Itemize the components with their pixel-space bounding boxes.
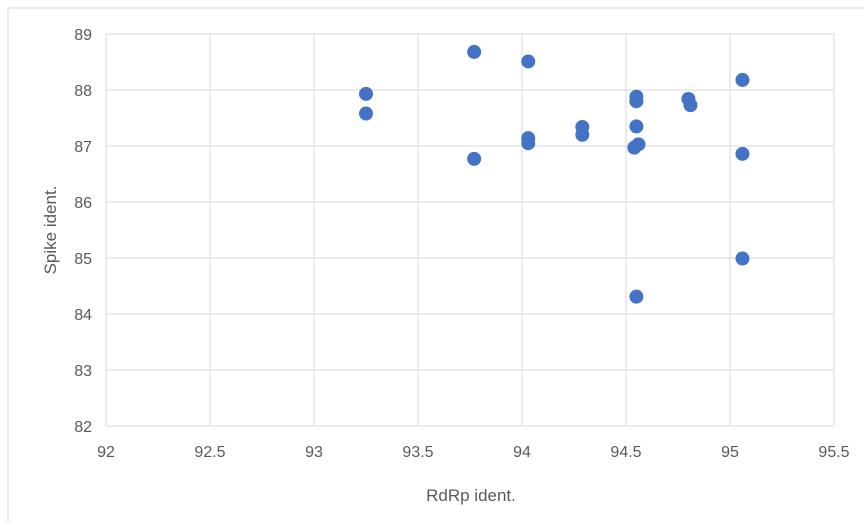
- data-point: [467, 44, 482, 59]
- y-tick-label: 88: [74, 83, 92, 100]
- data-point: [521, 54, 536, 69]
- y-tick-label: 86: [74, 195, 92, 212]
- y-axis-title: Spike ident.: [41, 186, 60, 275]
- gridlines: [105, 33, 835, 427]
- x-axis-title: RdRp ident.: [426, 486, 516, 505]
- x-tick-label: 95: [721, 444, 739, 461]
- y-tick-label: 84: [74, 307, 92, 324]
- data-point: [629, 94, 644, 109]
- data-point: [735, 72, 750, 87]
- data-point: [735, 146, 750, 161]
- y-tick-label: 83: [74, 363, 92, 380]
- data-point: [359, 86, 373, 101]
- data-point: [521, 136, 536, 151]
- data-point: [575, 127, 590, 142]
- data-point: [629, 289, 644, 304]
- data-point: [467, 151, 482, 166]
- y-tick-label: 82: [74, 419, 92, 436]
- data-point: [629, 119, 644, 134]
- x-tick-label: 95.5: [818, 444, 849, 461]
- x-tick-label: 94.5: [610, 444, 641, 461]
- tick-labels: 92 92.5 93 93.5 94 94.5 95 95.5 82 83 84 85 86 87 88 89: [74, 27, 849, 461]
- x-tick-label: 93.5: [402, 444, 433, 461]
- data-point: [359, 106, 373, 121]
- x-tick-label: 94: [513, 444, 531, 461]
- y-tick-label: 85: [74, 251, 92, 268]
- data-point: [735, 251, 750, 266]
- data-point: [627, 140, 642, 155]
- x-tick-label: 93: [305, 444, 323, 461]
- y-tick-label: 89: [74, 27, 92, 44]
- y-tick-label: 87: [74, 139, 92, 156]
- data-points: [359, 44, 750, 304]
- x-tick-label: 92.5: [194, 444, 225, 461]
- x-tick-label: 92: [97, 444, 115, 461]
- data-point: [683, 98, 698, 113]
